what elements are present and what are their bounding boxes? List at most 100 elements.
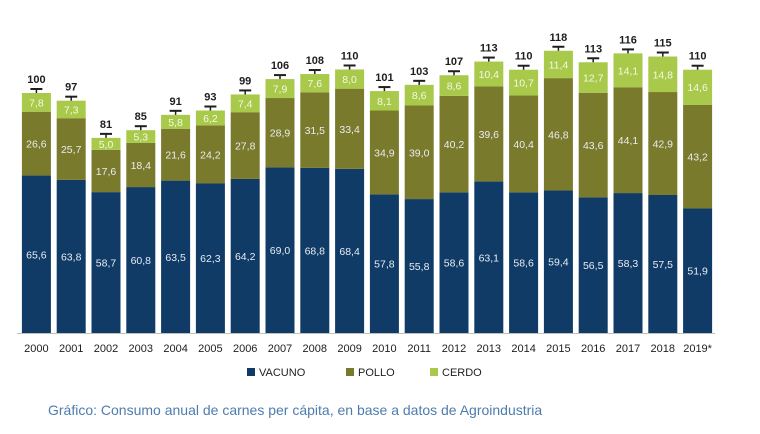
data-label-cerdo-2011: 8,6 — [412, 90, 427, 102]
legend-label-pollo: POLLO — [358, 367, 395, 379]
data-label-vacuno-2018: 57,5 — [653, 259, 674, 271]
bar-cerdo-2018 — [648, 56, 678, 93]
bar-cerdo-2014 — [509, 69, 539, 96]
x-tick-label-2012: 2012 — [442, 343, 466, 355]
bar-vacuno-2009 — [335, 168, 365, 333]
data-label-cerdo-2003: 5,3 — [133, 132, 148, 144]
bar-pollo-2014 — [509, 95, 539, 193]
bar-cerdo-2008 — [300, 74, 330, 93]
x-tick-label-2001: 2001 — [59, 343, 83, 355]
data-label-pollo-2008: 31,5 — [305, 125, 326, 137]
bar-vacuno-2019 — [683, 208, 713, 333]
legend-swatch-pollo — [346, 368, 354, 376]
bar-pollo-2010 — [369, 110, 399, 195]
bar-cerdo-2010 — [369, 91, 399, 111]
total-label-2019: 110 — [689, 51, 707, 63]
data-label-vacuno-2011: 55,8 — [409, 261, 430, 273]
x-tick-label-2000: 2000 — [24, 343, 48, 355]
total-label-2001: 97 — [65, 82, 77, 94]
total-label-2000: 100 — [27, 74, 45, 86]
bar-vacuno-2005 — [195, 183, 225, 333]
data-label-vacuno-2014: 58,6 — [513, 258, 534, 270]
bar-vacuno-2015 — [543, 190, 573, 333]
legend-swatch-vacuno — [247, 368, 255, 376]
data-label-pollo-2019: 43,2 — [687, 152, 708, 164]
data-label-vacuno-2019: 51,9 — [687, 266, 708, 278]
bar-pollo-2009 — [335, 88, 365, 169]
x-tick-label-2009: 2009 — [337, 343, 361, 355]
data-label-vacuno-2017: 58,3 — [618, 258, 639, 270]
total-label-2014: 110 — [515, 51, 533, 63]
bar-vacuno-2013 — [474, 181, 504, 333]
data-label-pollo-2002: 17,6 — [96, 166, 117, 178]
total-label-2018: 115 — [654, 38, 672, 50]
bar-vacuno-2012 — [439, 192, 469, 333]
total-label-2011: 103 — [410, 66, 428, 78]
data-label-cerdo-2017: 14,1 — [618, 65, 639, 77]
legend-swatch-cerdo — [430, 368, 438, 376]
bar-cerdo-2019 — [683, 69, 713, 105]
bar-cerdo-2003 — [126, 130, 156, 143]
data-label-pollo-2013: 39,6 — [479, 129, 500, 141]
data-label-vacuno-2016: 56,5 — [583, 260, 604, 272]
x-tick-label-2017: 2017 — [616, 343, 640, 355]
bar-vacuno-2002 — [91, 192, 121, 333]
data-label-cerdo-2004: 5,8 — [168, 117, 183, 129]
bar-cerdo-2016 — [578, 62, 608, 93]
data-label-cerdo-2002: 5,0 — [99, 139, 114, 151]
total-label-2012: 107 — [445, 56, 463, 68]
bar-pollo-2013 — [474, 86, 504, 182]
bar-pollo-2006 — [230, 112, 260, 179]
x-tick-label-2015: 2015 — [546, 343, 570, 355]
bar-cerdo-2017 — [613, 53, 643, 88]
data-label-vacuno-2003: 60,8 — [131, 255, 152, 267]
data-label-cerdo-2018: 14,8 — [653, 69, 674, 81]
data-label-cerdo-2015: 11,4 — [549, 59, 569, 71]
data-label-vacuno-2000: 65,6 — [26, 249, 47, 261]
data-label-cerdo-2016: 12,7 — [583, 73, 604, 85]
x-tick-label-2011: 2011 — [407, 343, 431, 355]
bar-vacuno-2004 — [161, 180, 191, 333]
bar-pollo-2005 — [195, 125, 225, 184]
data-label-vacuno-2005: 62,3 — [200, 253, 221, 265]
data-label-vacuno-2015: 59,4 — [548, 257, 569, 269]
data-label-pollo-2001: 25,7 — [61, 144, 82, 156]
x-tick-label-2007: 2007 — [268, 343, 292, 355]
bar-vacuno-2000 — [21, 175, 51, 333]
data-label-cerdo-2000: 7,8 — [29, 97, 44, 109]
bar-vacuno-2016 — [578, 197, 608, 333]
legend-label-vacuno: VACUNO — [259, 367, 306, 379]
bar-cerdo-2009 — [335, 69, 365, 89]
bar-pollo-2015 — [543, 78, 573, 191]
bar-pollo-2001 — [56, 118, 86, 180]
total-label-2008: 108 — [306, 55, 324, 67]
bar-pollo-2008 — [300, 92, 330, 168]
total-label-2015: 118 — [550, 32, 568, 44]
data-label-pollo-2015: 46,8 — [548, 129, 569, 141]
x-tick-label-2016: 2016 — [581, 343, 605, 355]
data-label-vacuno-2004: 63,5 — [165, 252, 186, 264]
bar-vacuno-2011 — [404, 199, 434, 333]
x-tick-label-2008: 2008 — [303, 343, 327, 355]
total-label-2013: 113 — [480, 43, 498, 55]
bar-vacuno-2006 — [230, 178, 260, 333]
data-label-cerdo-2010: 8,1 — [377, 96, 392, 108]
data-label-cerdo-2006: 7,4 — [238, 98, 253, 110]
bar-cerdo-2000 — [21, 93, 51, 112]
data-label-pollo-2009: 33,4 — [339, 124, 360, 136]
bar-pollo-2000 — [21, 111, 51, 176]
data-label-vacuno-2010: 57,8 — [374, 259, 395, 271]
data-label-vacuno-2007: 69,0 — [270, 245, 291, 257]
bar-cerdo-2015 — [543, 50, 573, 79]
total-label-2009: 110 — [341, 50, 359, 62]
data-label-pollo-2005: 24,2 — [200, 149, 221, 161]
total-label-2010: 101 — [375, 72, 393, 84]
bar-cerdo-2002 — [91, 137, 121, 150]
bar-pollo-2016 — [578, 92, 608, 198]
x-tick-label-2002: 2002 — [94, 343, 118, 355]
bar-cerdo-2007 — [265, 79, 295, 99]
data-label-vacuno-2008: 68,8 — [305, 245, 326, 257]
bar-pollo-2003 — [126, 142, 156, 188]
bar-cerdo-2011 — [404, 84, 434, 106]
